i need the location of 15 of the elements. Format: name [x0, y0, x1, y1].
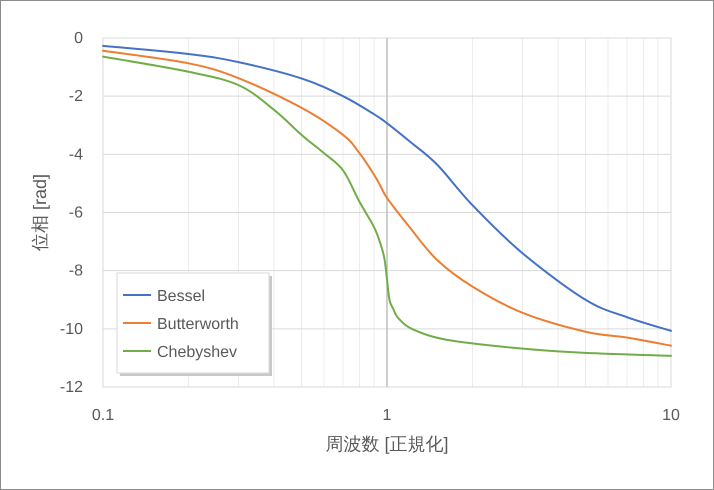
y-tick-label: 0: [74, 30, 84, 47]
legend-label: Butterworth: [157, 316, 239, 333]
x-tick-label: 0.1: [92, 407, 114, 424]
y-tick-label: -12: [60, 379, 84, 396]
x-axis-title: 周波数 [正規化]: [325, 434, 449, 454]
y-axis-title: 位相 [rad]: [30, 174, 50, 252]
y-tick-label: -6: [68, 204, 84, 222]
y-tick-label: -8: [68, 262, 84, 280]
y-tick-label: -10: [60, 320, 84, 338]
x-tick-label: 1: [382, 407, 392, 424]
legend-label: Chebyshev: [157, 344, 238, 361]
y-tick-label: -2: [68, 88, 84, 106]
legend-label: Bessel: [157, 288, 206, 305]
y-tick-label: -4: [68, 146, 84, 164]
x-tick-label: 10: [662, 407, 680, 424]
